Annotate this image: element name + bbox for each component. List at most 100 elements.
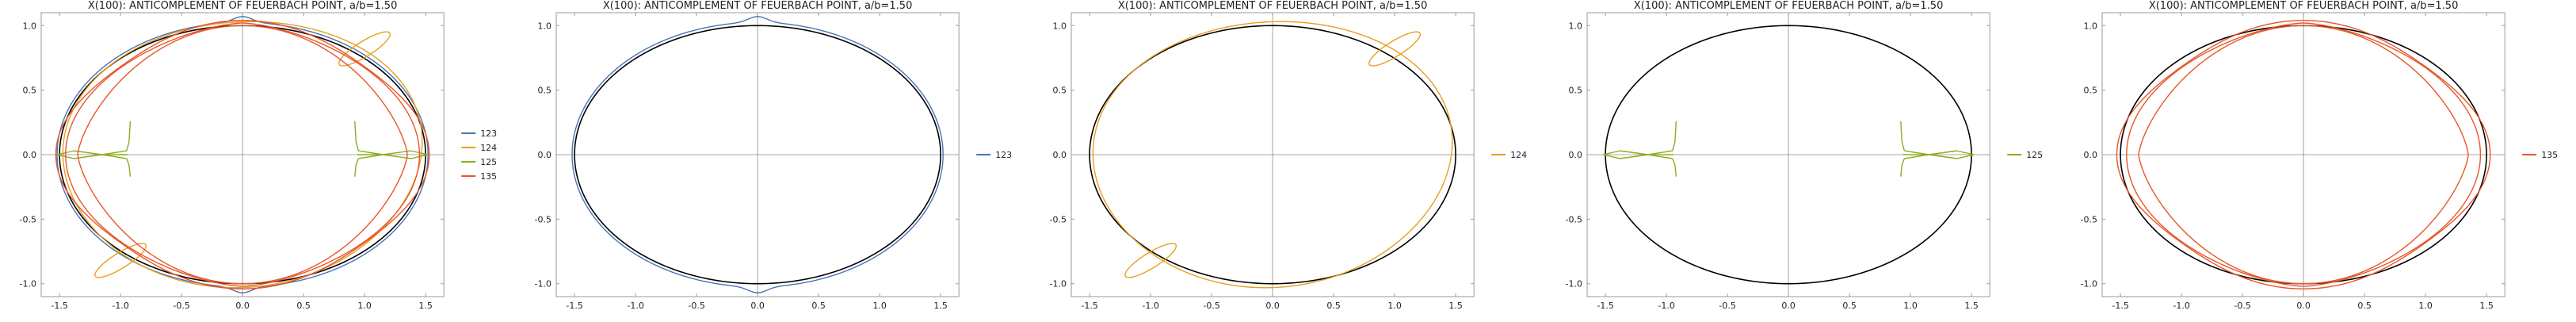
plot-area: [1601, 25, 1975, 285]
y-tick-label: 1.0: [23, 21, 36, 31]
x-tick-label: -0.5: [1719, 301, 1735, 311]
x-tick-label: 0.0: [1266, 301, 1280, 311]
y-tick-label: -1.0: [2080, 279, 2097, 289]
plot-area: [571, 16, 945, 293]
series-135-curve: [2138, 25, 2469, 285]
x-tick-label: 1.0: [1388, 301, 1402, 311]
legend-label-123: 123: [995, 150, 1012, 160]
series-124-curve: [338, 31, 391, 67]
x-tick-label: 0.5: [812, 301, 826, 311]
y-tick-label: 0.0: [1568, 150, 1582, 160]
series-124-curve: [1093, 21, 1453, 289]
y-tick-label: -1.0: [1050, 279, 1067, 289]
y-tick-label: -1.0: [20, 279, 36, 289]
chart-title: X(100): ANTICOMPLEMENT OF FEUERBACH POIN…: [1633, 0, 1942, 12]
chart-title: X(100): ANTICOMPLEMENT OF FEUERBACH POIN…: [2149, 0, 2458, 12]
legend-label-135: 135: [2541, 150, 2558, 160]
y-tick-label: 0.5: [1568, 86, 1582, 96]
series-135-curve: [2116, 20, 2491, 289]
x-tick-label: -1.5: [1082, 301, 1098, 311]
x-tick-label: 0.0: [1781, 301, 1795, 311]
series-124-curve: [94, 243, 147, 278]
y-tick-label: -0.5: [1565, 214, 1582, 224]
y-tick-label: -0.5: [535, 214, 551, 224]
y-tick-label: 1.0: [538, 21, 551, 31]
x-tick-label: -1.0: [1658, 301, 1674, 311]
x-tick-label: -0.5: [2234, 301, 2250, 311]
x-tick-label: 1.0: [873, 301, 887, 311]
y-tick-label: -1.0: [535, 279, 551, 289]
chart-title: X(100): ANTICOMPLEMENT OF FEUERBACH POIN…: [603, 0, 912, 12]
legend-label-125: 125: [2026, 150, 2043, 160]
chart-title: X(100): ANTICOMPLEMENT OF FEUERBACH POIN…: [1118, 0, 1427, 12]
y-tick-label: 1.0: [1053, 21, 1067, 31]
series-125-curve: [1899, 121, 1905, 151]
legend-label-123: 123: [480, 128, 497, 139]
x-tick-label: 0.0: [235, 301, 249, 311]
series-124-curve: [1124, 243, 1177, 278]
series-125-curve: [1671, 121, 1677, 151]
y-tick-label: 0.5: [1053, 86, 1067, 96]
series-125-curve: [126, 121, 132, 151]
series-125-curve: [126, 158, 132, 177]
x-tick-label: 0.5: [1842, 301, 1856, 311]
series-125-curve: [354, 158, 360, 177]
chart-panel-4: X(100): ANTICOMPLEMENT OF FEUERBACH POIN…: [1565, 0, 2043, 311]
chart-panel-1: X(100): ANTICOMPLEMENT OF FEUERBACH POIN…: [20, 0, 498, 311]
series-124-curve: [62, 21, 423, 289]
x-tick-label: 0.5: [1327, 301, 1341, 311]
legend-label-125: 125: [480, 157, 497, 167]
x-tick-label: 0.0: [751, 301, 765, 311]
y-tick-label: 0.0: [538, 150, 551, 160]
x-tick-label: 1.5: [1964, 301, 1978, 311]
series-135-curve: [77, 25, 408, 285]
x-tick-label: -1.5: [1597, 301, 1613, 311]
y-tick-label: 1.0: [2083, 21, 2097, 31]
x-tick-label: 0.5: [2357, 301, 2371, 311]
x-tick-label: 1.5: [2479, 301, 2493, 311]
plot-area: [55, 16, 430, 293]
legend-label-124: 124: [480, 143, 497, 153]
x-tick-label: -1.5: [567, 301, 583, 311]
series-135-curve: [55, 20, 430, 289]
x-tick-label: 1.5: [418, 301, 432, 311]
x-tick-label: -1.0: [2173, 301, 2189, 311]
x-tick-label: -1.0: [1143, 301, 1159, 311]
y-tick-label: 0.5: [23, 86, 36, 96]
series-124-curve: [1368, 31, 1422, 67]
y-tick-label: 0.0: [2083, 150, 2097, 160]
chart-panel-3: X(100): ANTICOMPLEMENT OF FEUERBACH POIN…: [1050, 0, 1528, 311]
y-tick-label: 1.0: [1568, 21, 1582, 31]
legend-label-124: 124: [1511, 150, 1528, 160]
plot-area: [2116, 20, 2491, 289]
x-tick-label: 1.5: [934, 301, 948, 311]
y-tick-label: 0.5: [538, 86, 551, 96]
series-123-curve: [571, 16, 945, 293]
x-tick-label: -0.5: [689, 301, 705, 311]
chart-panel-2: X(100): ANTICOMPLEMENT OF FEUERBACH POIN…: [535, 0, 1013, 311]
plot-area: [1089, 21, 1457, 289]
x-tick-label: -1.0: [112, 301, 128, 311]
x-tick-label: -1.5: [2112, 301, 2128, 311]
x-tick-label: 1.5: [1449, 301, 1463, 311]
y-tick-label: 0.0: [23, 150, 36, 160]
y-tick-label: -0.5: [2080, 214, 2097, 224]
y-tick-label: 0.5: [2083, 86, 2097, 96]
y-tick-label: -0.5: [20, 214, 36, 224]
x-tick-label: -0.5: [1204, 301, 1220, 311]
legend-label-135: 135: [480, 171, 497, 182]
x-tick-label: 0.5: [296, 301, 310, 311]
x-tick-label: 1.0: [2418, 301, 2432, 311]
series-125-curve: [1899, 158, 1905, 177]
x-tick-label: 0.0: [2296, 301, 2310, 311]
x-tick-label: -1.0: [628, 301, 644, 311]
x-tick-label: -1.5: [51, 301, 67, 311]
series-125-curve: [354, 121, 360, 151]
y-tick-label: -1.0: [1565, 279, 1582, 289]
series-125-curve: [1671, 158, 1677, 177]
reference-ellipse: [1089, 25, 1457, 285]
chart-title: X(100): ANTICOMPLEMENT OF FEUERBACH POIN…: [88, 0, 397, 12]
series-135-curve: [2125, 22, 2481, 287]
y-tick-label: 0.0: [1053, 150, 1067, 160]
